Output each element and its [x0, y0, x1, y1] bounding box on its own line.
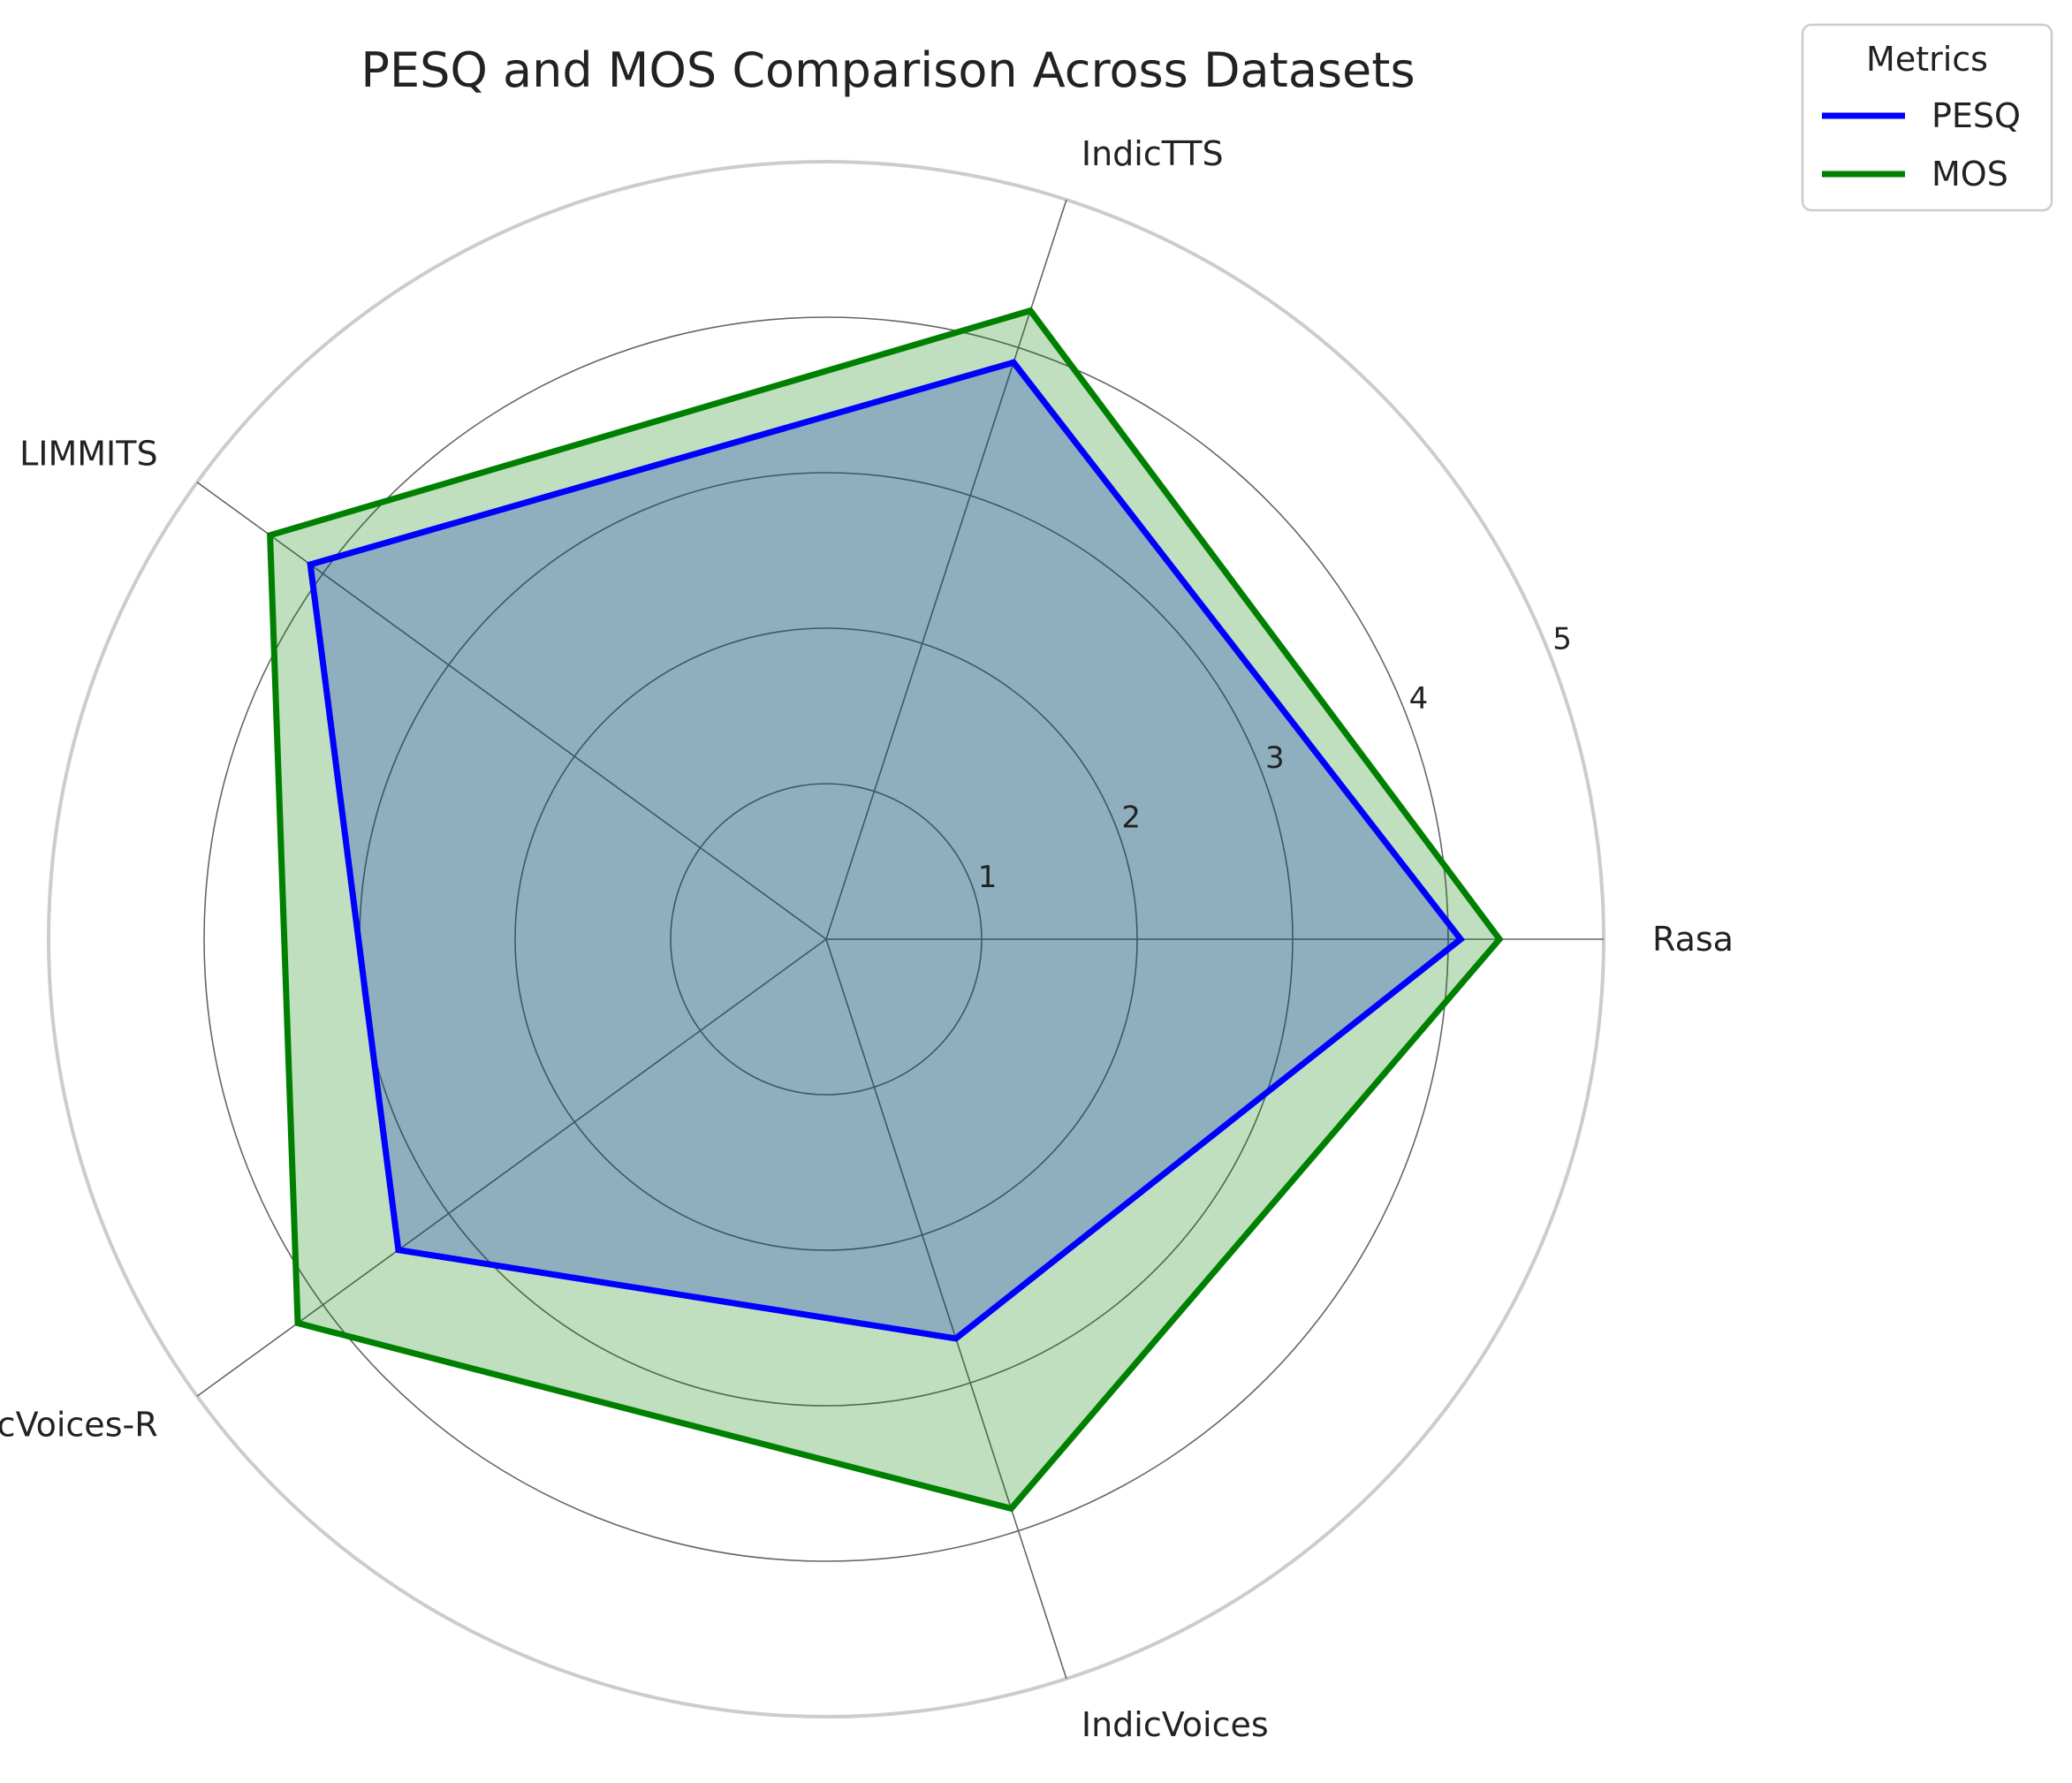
- radial-tick-label-2: 2: [1121, 800, 1141, 836]
- series-line-mos: [267, 307, 1504, 1513]
- spoke-indictts: [825, 199, 1067, 940]
- spoke-indicvoices-r: [196, 938, 827, 1397]
- series-line-pesq: [307, 359, 1465, 1342]
- category-label-indicvoices-r: IndicVoices-R: [0, 1406, 158, 1445]
- legend-label-pesq: PESQ: [1932, 96, 2021, 135]
- spoke-limmits: [196, 482, 827, 940]
- category-label-limmits: LIMMITS: [19, 434, 158, 473]
- chart-title: PESQ and MOS Comparison Across Datasets: [361, 42, 1415, 98]
- spoke-indicvoices: [825, 938, 1067, 1680]
- label-layer: Rasa IndicTTS LIMMITS IndicVoices-R IndicVoi…: [0, 134, 1734, 1744]
- series-line-layer: [267, 307, 1504, 1513]
- series-fill-layer: [269, 310, 1500, 1509]
- legend-items: PESQ MOS: [1822, 96, 2021, 193]
- radial-tick-label-5: 5: [1552, 621, 1572, 656]
- legend-title: Metrics: [1866, 40, 1988, 79]
- legend: Metrics PESQ MOS: [1801, 23, 2053, 212]
- series-fill-pesq: [310, 362, 1461, 1339]
- category-label-indicvoices: IndicVoices: [1082, 1705, 1269, 1744]
- radial-tick-label-4: 4: [1409, 681, 1429, 717]
- grid-layer: [47, 160, 1605, 1719]
- legend-label-mos: MOS: [1932, 155, 2008, 193]
- legend-box: [1801, 23, 2053, 212]
- category-label-rasa: Rasa: [1652, 920, 1734, 959]
- radial-tick-label-3: 3: [1265, 740, 1285, 776]
- category-label-indictts: IndicTTS: [1082, 134, 1224, 173]
- series-fill-mos: [269, 310, 1500, 1509]
- radial-tick-label-1: 1: [978, 860, 998, 895]
